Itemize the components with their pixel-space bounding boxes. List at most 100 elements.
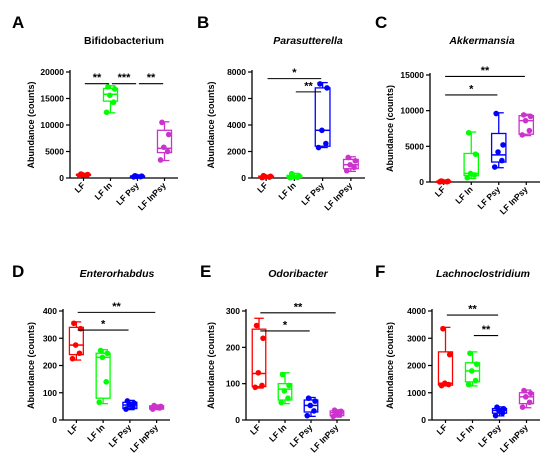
data-point	[499, 157, 505, 164]
data-point	[438, 178, 444, 184]
box-lf	[435, 178, 452, 185]
data-point	[295, 172, 302, 179]
box-lf-in	[464, 350, 481, 388]
box-lf-psy	[303, 395, 319, 419]
x-tick-label: LF In	[92, 180, 113, 201]
data-point	[311, 408, 317, 414]
y-tick-label: 5000	[45, 147, 64, 157]
panel-letter: E	[200, 262, 211, 281]
data-point	[472, 151, 479, 157]
y-tick-label: 10000	[40, 120, 64, 130]
data-point	[345, 154, 352, 161]
y-tick-label: 20000	[40, 67, 64, 77]
data-point	[338, 408, 344, 415]
y-tick-label: 5000	[405, 141, 424, 151]
data-point	[69, 355, 76, 362]
data-point	[288, 170, 295, 177]
data-point	[526, 399, 533, 406]
box-lf-inpsy	[342, 154, 359, 174]
box-lf	[251, 317, 267, 391]
data-point	[472, 377, 479, 384]
data-point	[521, 387, 527, 394]
x-tick-label: LF In	[454, 422, 475, 443]
y-tick-label: 0	[52, 415, 57, 425]
data-point	[151, 402, 157, 409]
data-point	[467, 350, 473, 357]
data-point	[77, 325, 84, 332]
significance-label: *	[292, 67, 297, 79]
significance-label: **	[468, 304, 477, 316]
data-point	[104, 350, 111, 357]
y-axis-label: Abundance (counts)	[206, 81, 216, 168]
data-point	[96, 399, 103, 406]
data-point	[157, 403, 164, 410]
data-point	[111, 86, 118, 92]
significance-label: **	[93, 72, 102, 84]
data-point	[324, 85, 330, 91]
data-point	[527, 390, 534, 397]
box-lf-inpsy	[156, 119, 173, 163]
data-point	[305, 395, 312, 402]
data-point	[522, 394, 529, 400]
box-iqr	[156, 129, 173, 154]
panel-letter: F	[375, 262, 385, 281]
panel-title: Lachnoclostridium	[436, 268, 530, 280]
y-tick-label: 8000	[227, 67, 246, 77]
data-point	[473, 361, 480, 367]
data-point	[307, 402, 314, 409]
y-tick-label: 0	[241, 173, 246, 183]
data-point	[520, 112, 527, 118]
significance-label: **	[147, 72, 156, 84]
panel-f: F Lachnoclostridium Abundance (counts) 0 100…	[375, 262, 540, 454]
data-point	[465, 129, 472, 136]
y-tick-label: 3000	[407, 333, 426, 343]
data-point	[351, 164, 357, 171]
box-lf-inpsy	[329, 407, 345, 420]
data-point	[446, 351, 453, 358]
data-point	[519, 404, 526, 410]
x-tick-label: LF	[433, 184, 447, 198]
box-lf	[437, 325, 454, 389]
panel-title: Odoribacter	[268, 268, 328, 280]
x-tick-label: LF InPsy	[498, 422, 530, 454]
box-lf-in	[463, 129, 480, 181]
y-tick-label: 0	[419, 177, 424, 187]
panel-title: Enterorhabdus	[80, 268, 155, 280]
data-point	[110, 99, 117, 106]
panel-title: Akkermansia	[448, 35, 515, 47]
data-point	[124, 398, 131, 404]
box-lf-inpsy	[149, 402, 165, 412]
x-tick-label: LF InPsy	[308, 422, 340, 454]
data-point	[76, 350, 83, 357]
box-lf-inpsy	[518, 387, 535, 410]
data-point	[312, 398, 318, 404]
box-lf-psy	[491, 404, 508, 419]
data-point	[500, 142, 506, 148]
box-lf-psy	[129, 172, 146, 180]
box-lf-inpsy	[518, 112, 535, 138]
box-lf	[68, 320, 84, 362]
box-iqr	[251, 328, 267, 388]
x-tick-label: LF InPsy	[136, 180, 168, 212]
data-point	[317, 81, 323, 87]
y-tick-label: 100	[226, 379, 240, 389]
data-point	[106, 92, 113, 99]
data-point	[343, 167, 350, 174]
box-lf-psy	[490, 110, 507, 170]
y-tick-label: 300	[43, 333, 57, 343]
data-point	[522, 117, 529, 124]
box-lf-in	[102, 84, 119, 116]
data-point	[279, 371, 286, 378]
box-iqr	[68, 326, 84, 356]
data-point	[527, 113, 534, 120]
y-tick-label: 0	[235, 415, 240, 425]
x-tick-label: LF	[248, 422, 262, 436]
box-iqr	[95, 352, 111, 399]
data-point	[165, 131, 172, 138]
x-tick-label: LF In	[267, 422, 288, 443]
y-tick-label: 2000	[407, 361, 426, 371]
y-tick-label: 200	[43, 361, 57, 371]
box-iqr	[464, 362, 481, 383]
